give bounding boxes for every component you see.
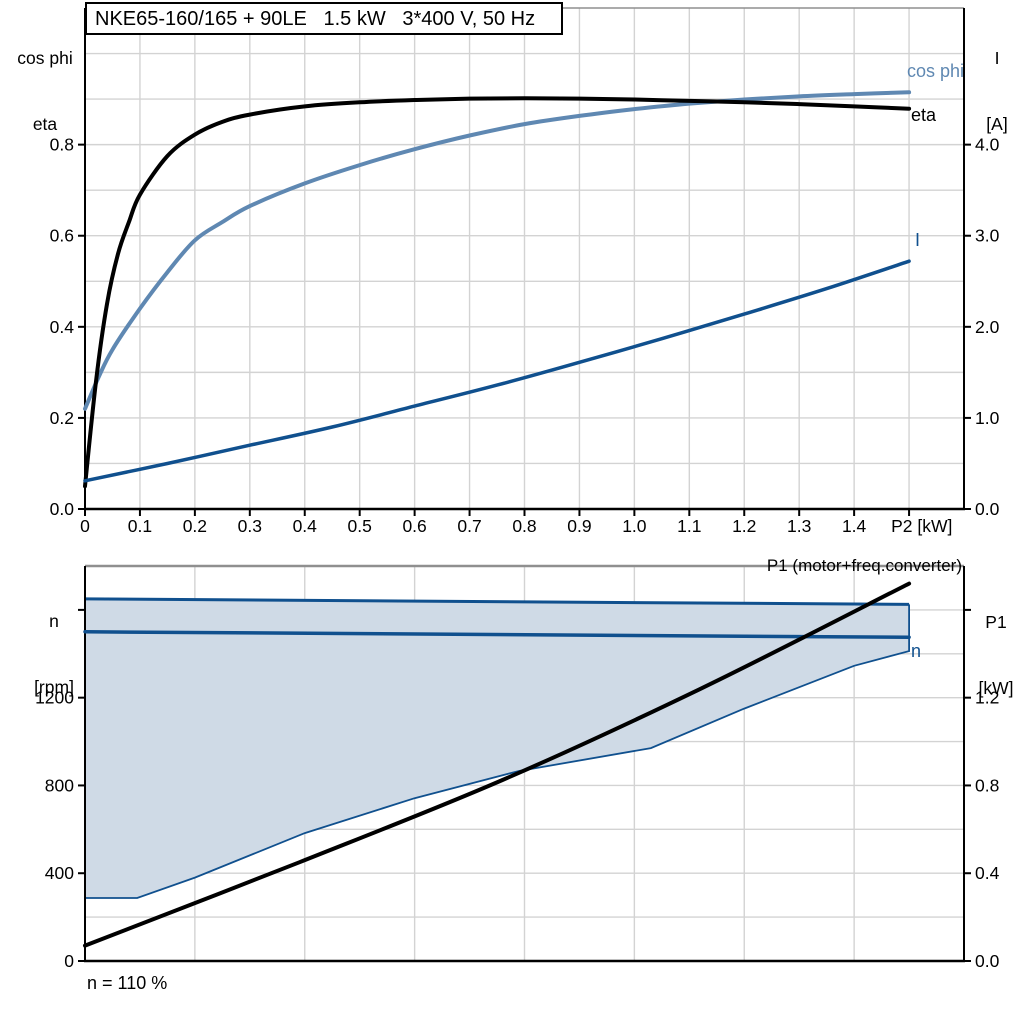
svg-text:0.6: 0.6 (50, 226, 74, 246)
curve-label-n: n (911, 641, 922, 661)
svg-text:1.2: 1.2 (975, 688, 999, 708)
curve-label-cos-phi: cos phi (906, 61, 964, 81)
svg-text:0: 0 (80, 516, 90, 536)
svg-text:0.5: 0.5 (348, 516, 372, 536)
svg-text:0.9: 0.9 (567, 516, 591, 536)
curve-label-current: I (915, 230, 921, 250)
svg-text:1.3: 1.3 (787, 516, 811, 536)
top-right-axis-header: I [A] (970, 3, 1024, 179)
chart-title: NKE65-160/165 + 90LE 1.5 kW 3*400 V, 50 … (85, 2, 563, 35)
svg-text:1.0: 1.0 (975, 408, 1000, 428)
svg-text:0.4: 0.4 (293, 516, 318, 536)
svg-text:0.0: 0.0 (50, 499, 75, 519)
axis-header-cos-phi: cos phi (17, 48, 73, 68)
speed-setting-note: n = 110 % (87, 973, 168, 993)
svg-text:P2 [kW]: P2 [kW] (891, 516, 952, 536)
svg-text:0.3: 0.3 (238, 516, 262, 536)
svg-text:0.2: 0.2 (50, 408, 74, 428)
axis-header-p1: P1 (985, 612, 1007, 632)
axis-header-ampere-unit: [A] (986, 114, 1008, 134)
svg-text:0.0: 0.0 (975, 951, 1000, 971)
svg-text:0.1: 0.1 (128, 516, 152, 536)
svg-text:3.0: 3.0 (975, 226, 1000, 246)
bottom-right-axis-header: P1 [kW] (968, 567, 1024, 743)
svg-text:0.8: 0.8 (512, 516, 536, 536)
svg-text:400: 400 (45, 863, 74, 883)
axis-header-eta: eta (32, 114, 58, 134)
svg-text:0.6: 0.6 (402, 516, 426, 536)
axis-header-current: I (994, 48, 1000, 68)
svg-text:0.8: 0.8 (975, 775, 999, 795)
svg-text:2.0: 2.0 (975, 317, 1000, 337)
svg-text:1.0: 1.0 (622, 516, 647, 536)
top-left-axis-header: cos phi eta (5, 3, 85, 179)
svg-text:800: 800 (45, 775, 74, 795)
svg-text:0.8: 0.8 (50, 135, 74, 155)
axis-header-rpm-unit: [rpm] (34, 677, 74, 697)
axis-header-kw-unit: [kW] (978, 678, 1014, 698)
svg-text:1.4: 1.4 (842, 516, 867, 536)
svg-text:0.0: 0.0 (975, 499, 1000, 519)
svg-text:0.4: 0.4 (50, 317, 75, 337)
svg-text:1.2: 1.2 (732, 516, 756, 536)
svg-text:0.4: 0.4 (975, 863, 1000, 883)
svg-text:0.2: 0.2 (183, 516, 207, 536)
p1-series-annotation: P1 (motor+freq.converter) (766, 556, 962, 575)
axis-header-n: n (49, 611, 59, 631)
svg-text:1.1: 1.1 (677, 516, 701, 536)
svg-text:0: 0 (64, 951, 74, 971)
svg-text:4.0: 4.0 (975, 135, 1000, 155)
svg-text:0.7: 0.7 (457, 516, 481, 536)
svg-text:1200: 1200 (35, 688, 74, 708)
curve-label-eta: eta (911, 105, 937, 125)
bottom-left-axis-header: n [rpm] (14, 566, 94, 742)
